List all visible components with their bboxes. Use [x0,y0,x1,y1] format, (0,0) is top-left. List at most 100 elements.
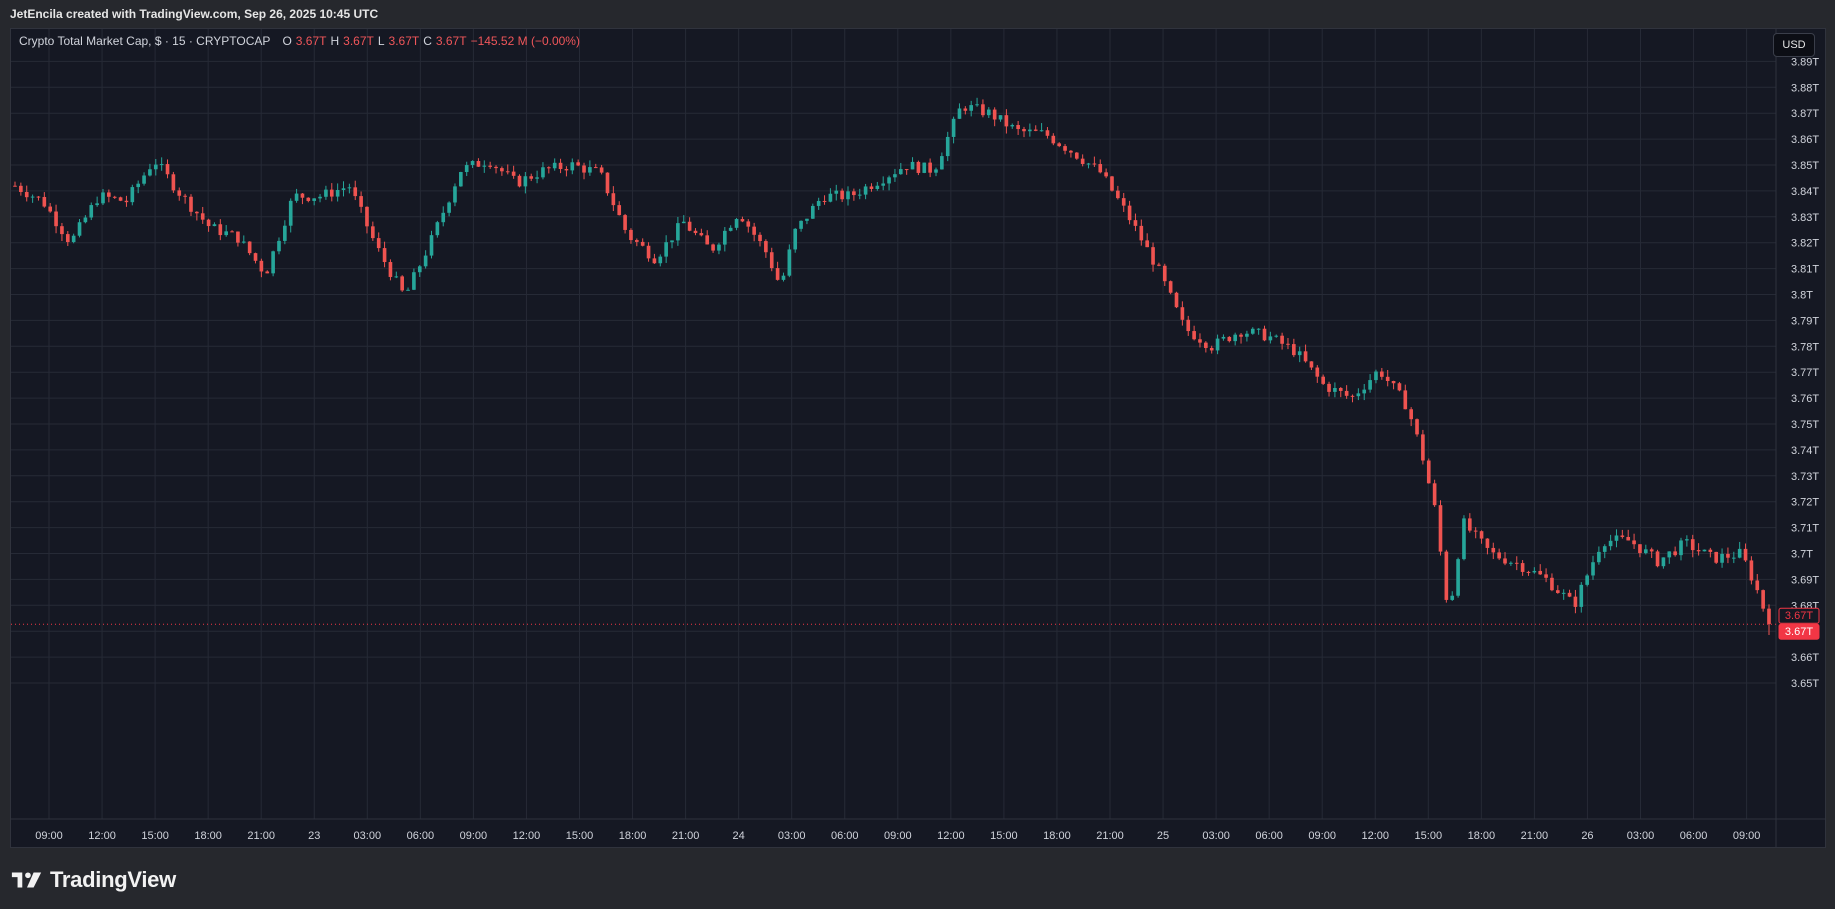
legend-symbol[interactable]: Crypto Total Market Cap, $ · 15 · CRYPTO… [19,34,271,48]
candle-body [54,211,58,227]
candle-body [1573,596,1578,607]
x-tick-label: 06:00 [1680,830,1708,842]
price-label-box [1778,623,1820,640]
x-tick-label: 21:00 [1096,830,1124,842]
candle-body [277,240,281,252]
y-tick-label: 3.77T [1791,367,1819,379]
x-tick-label: 03:00 [1627,830,1655,842]
candle-body [640,241,645,246]
candle-body [1638,544,1642,554]
candle-body [177,190,182,196]
candle-body [1051,135,1056,144]
candle-body [523,176,528,187]
candle-body [48,206,53,212]
candle-body [969,105,974,111]
candle-body [1421,434,1425,461]
candle-body [388,262,393,277]
candle-body [676,223,680,241]
y-tick-label: 3.71T [1791,523,1819,535]
candle-body [517,175,522,187]
candle-body [394,276,399,278]
candle-body [1168,281,1173,293]
candle-body [165,164,170,175]
candle-body [834,190,839,194]
candle-body [898,169,903,175]
candle-body [875,185,880,189]
candle-body [124,200,129,203]
candle-body [1385,376,1390,381]
candle-body [95,203,99,206]
candle-body [1227,336,1232,342]
candle-body [1198,339,1202,343]
legend-open-value: 3.67T [295,34,327,48]
candle-body [265,271,270,274]
y-tick-label: 3.82T [1791,238,1819,250]
x-tick-label: 12:00 [88,830,116,842]
candle-body [412,272,416,290]
y-tick-label: 3.69T [1791,574,1819,586]
x-tick-label: 15:00 [566,830,594,842]
candle-body [582,165,586,173]
candle-body [1374,371,1378,381]
candle-body [1074,152,1079,159]
candle-body [828,193,833,202]
y-tick-label: 3.89T [1791,56,1819,68]
candle-body [236,231,240,243]
candle-body [1303,351,1308,362]
candle-body [406,289,410,291]
candle-body [681,221,686,224]
candle-body [224,231,229,236]
candle-body [1503,558,1507,564]
candle-body [734,219,739,228]
candle-body [951,118,956,137]
candle-body [159,164,164,166]
candle-body [781,275,786,280]
candle-body [810,205,815,219]
candle-body [77,222,82,236]
tradingview-logo-icon[interactable] [10,869,44,891]
x-tick-label: 09:00 [1308,830,1336,842]
candle-body [218,224,223,236]
candle-body [329,189,334,197]
candle-body [1262,328,1267,341]
candle-body [101,192,105,204]
y-tick-label: 3.83T [1791,212,1819,224]
currency-button[interactable]: USD [1773,33,1815,57]
candle-body [1643,549,1648,554]
candle-body [376,238,381,249]
candle-body [963,108,968,111]
candle-body [476,161,481,167]
price-chart[interactable]: 3.89T 3.88T 3.87T 3.86T 3.85T 3.84T 3.83T 3.82T… [11,29,1825,847]
candle-body [1292,344,1296,356]
candle-body [717,244,721,251]
y-tick-label: 3.65T [1791,678,1819,690]
candle-body [1473,530,1478,532]
x-tick-label: 12:00 [1361,830,1389,842]
candle-body [1749,560,1754,581]
candle-body [71,235,76,243]
candle-body [1555,590,1560,593]
candle-body [294,193,299,201]
candle-body [1368,380,1372,390]
candle-body [464,165,469,173]
candle-body [1162,265,1167,282]
candle-body [986,109,991,116]
candle-body [746,221,751,227]
candle-body [1491,547,1496,553]
candle-body [130,187,135,203]
candle-body [529,176,534,179]
candle-body [1022,129,1026,132]
candle-body [1714,551,1719,563]
candle-body [153,164,158,170]
chart-panel[interactable]: 3.89T 3.88T 3.87T 3.86T 3.85T 3.84T 3.83T 3.82T… [10,28,1826,848]
candle-body [1327,383,1331,392]
candle-body [1221,336,1226,339]
candle-body [1057,143,1062,147]
x-tick-label: 18:00 [619,830,647,842]
candle-body [1462,518,1466,560]
candle-body [494,166,498,169]
candle-body [670,240,674,243]
candle-body [1344,390,1349,396]
y-tick-label: 3.74T [1791,445,1819,457]
candle-body [505,171,510,173]
